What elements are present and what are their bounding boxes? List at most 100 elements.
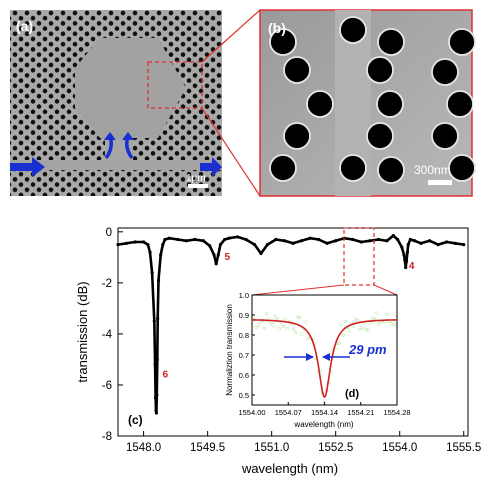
transmission-point <box>212 253 216 257</box>
transmission-point <box>167 236 171 240</box>
main-axis-ticks: 1548.0 1549.5 1551.0 1552.5 1554.0 1555.5 0 -2 -… <box>102 227 482 454</box>
inset-data-point: ○ <box>366 327 370 334</box>
inset-y-tick-label: 0.8 <box>239 331 249 340</box>
inset-data-point: ○ <box>378 319 382 326</box>
panel-a-scale-bar <box>188 184 208 188</box>
transmission-point <box>155 393 159 397</box>
transmission-point <box>419 241 423 245</box>
sem-hole <box>448 28 476 56</box>
transmission-point <box>155 357 159 362</box>
inset-data-point: ○ <box>258 319 262 326</box>
inset-data-point: ○ <box>289 321 293 328</box>
sem-hole <box>366 122 394 150</box>
transmission-point <box>244 237 248 242</box>
main-x-axis-label: wavelength (nm) <box>241 461 338 476</box>
inset-data-point: ○ <box>372 316 376 323</box>
inset-data-point: ○ <box>318 368 322 375</box>
transmission-point <box>359 240 363 244</box>
transmission-point <box>153 396 158 400</box>
transmission-point <box>368 239 372 243</box>
transmission-point <box>124 241 129 245</box>
transmission-point <box>400 245 404 249</box>
inset-data-point: ○ <box>262 325 266 332</box>
inset-data-point: ○ <box>304 319 308 326</box>
transmission-point <box>159 253 163 257</box>
inset-data-point: ○ <box>308 334 312 341</box>
transmission-point <box>406 242 410 247</box>
inset-y-tick-label: 0.9 <box>239 311 249 320</box>
panel-d-label: (d) <box>345 388 359 400</box>
inset-y-tick-label: 0.5 <box>239 391 249 400</box>
panel-b-label: (b) <box>268 20 286 36</box>
inset-data-point: ○ <box>254 324 258 331</box>
transmission-point <box>153 362 157 367</box>
inset-data-point: ○ <box>273 313 277 320</box>
main-x-tick-label: 1554.0 <box>382 442 417 454</box>
inset-data-point: ○ <box>395 313 399 320</box>
sem-hole <box>339 16 367 44</box>
transmission-point <box>218 242 223 247</box>
inset-data-point: ○ <box>275 316 279 323</box>
sem-hole <box>366 56 394 84</box>
inset-data-point: ○ <box>370 315 374 322</box>
transmission-point <box>291 241 295 245</box>
transmission-point <box>216 253 220 257</box>
lorentzian-fit-line <box>252 318 397 399</box>
transmission-point <box>405 250 409 254</box>
inset-data-point: ○ <box>264 311 268 318</box>
main-y-tick-label: -2 <box>102 278 112 290</box>
inset-data-point: ○ <box>281 324 285 331</box>
main-peak-annotations: 6 5 4 <box>163 252 415 380</box>
sem-hole <box>376 90 404 118</box>
inset-data-point: ○ <box>298 315 302 322</box>
transmission-point <box>395 237 400 242</box>
sem-hole <box>283 122 311 150</box>
inset-data-point: ○ <box>335 340 339 347</box>
main-y-tick-label: 0 <box>106 227 112 239</box>
transmission-point <box>252 242 257 247</box>
transmission-point <box>116 242 120 247</box>
transmission-point <box>317 237 321 242</box>
inset-data-point: ○ <box>368 320 372 327</box>
coupling-arrows <box>104 132 134 160</box>
inset-data-point: ○ <box>393 322 397 329</box>
inset-y-tick-label: 0.7 <box>239 351 249 360</box>
inset-data-point: ○ <box>295 314 299 321</box>
left-input-arrow <box>10 157 45 177</box>
transmission-point <box>299 239 304 243</box>
inset-data-point: ○ <box>256 322 260 329</box>
inset-data-point: ○ <box>306 335 310 342</box>
transmission-point <box>154 411 159 415</box>
transmission-point <box>201 239 205 243</box>
main-x-tick-label: 1552.5 <box>318 442 353 454</box>
transmission-point <box>325 241 329 245</box>
transmission-point <box>376 237 380 242</box>
transmission-point <box>154 408 158 413</box>
transmission-point <box>235 235 240 239</box>
linewidth-marker <box>284 353 350 361</box>
inset-data-point: ○ <box>250 318 254 325</box>
inset-x-tick-label: 1554.00 <box>238 408 265 417</box>
inset-connector-left <box>251 284 345 296</box>
main-x-tick-label: 1548.0 <box>126 442 161 454</box>
inset-data-point: ○ <box>356 318 360 325</box>
sem-hole <box>306 90 334 118</box>
transmission-point <box>427 239 432 243</box>
inset-x-axis-label: wavelength (nm) <box>293 420 353 429</box>
zoom-connector-bottom <box>201 107 261 197</box>
transmission-point <box>274 237 278 242</box>
transmission-point <box>142 240 146 244</box>
inset-data-point: ○ <box>345 325 349 332</box>
sem-hole <box>283 56 311 84</box>
inset-data-point: ○ <box>300 331 304 338</box>
zoom-connector-top <box>201 9 261 63</box>
inset-data-point: ○ <box>337 341 341 348</box>
transmission-point <box>146 242 150 247</box>
main-y-tick-label: -8 <box>102 431 112 443</box>
inset-data-point: ○ <box>364 326 368 333</box>
inset-data-point: ○ <box>380 318 384 325</box>
sem-hole <box>431 122 459 150</box>
main-x-tick-label: 1555.5 <box>446 442 481 454</box>
transmission-point <box>334 239 338 243</box>
